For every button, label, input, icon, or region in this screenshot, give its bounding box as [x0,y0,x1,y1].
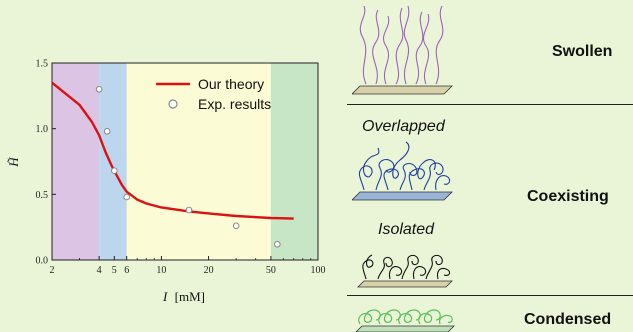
swollen-chain [395,7,404,85]
condensed-chain [418,309,441,325]
swollen-chain [422,13,430,85]
isolated-chain [388,266,403,280]
overlapped-chain [358,147,380,191]
experimental-point [232,222,240,230]
divider-top [347,104,633,105]
data-series [51,81,294,248]
isolated-brush-illustration [357,254,453,288]
x-tick-label: 50 [266,265,276,276]
x-tick-label: 10 [156,265,166,276]
experimental-point [103,127,111,135]
coexisting-label: Coexisting [527,188,609,205]
regime-regions [52,63,318,260]
overlapped-chain [375,159,395,191]
isolated-chain [401,254,419,280]
overlapped-chain [399,162,418,191]
experimental-point [111,167,118,174]
regime-region [126,63,271,260]
condensed-chain [378,309,401,325]
swollen-brush-illustration [352,6,453,95]
axis-ticks: 2 4 5 6 10 20 50 100 0.0 0.5 1.0 1.5 [36,59,326,277]
condensed-brush-illustration [355,309,455,332]
swollen-chain [359,6,367,85]
swollen-chain [372,9,380,85]
isolated-chain [436,267,451,280]
y-tick-label: 0.5 [36,190,49,201]
substrate [357,280,453,288]
overlapped-chain [408,159,436,191]
condensed-chain [358,309,381,325]
substrate [352,85,453,95]
substrate [352,191,453,201]
isolated-chain [377,256,393,280]
plot-frame [51,62,319,261]
overlapped-chain [383,141,410,191]
y-axis-label: H̃ [6,157,21,168]
x-tick-label: 4 [97,265,102,276]
swollen-chain [403,6,410,85]
substrate [355,325,455,332]
x-axis-label-variable: I [162,289,168,304]
isolated-chain [425,254,443,280]
overlapped-label: Overlapped [362,118,445,135]
overlapped-chain [423,162,444,191]
overlapped-chain [435,175,451,191]
theory-line [51,81,294,220]
experimental-point [274,240,281,248]
isolated-label: Isolated [378,221,435,238]
swollen-label: Swollen [552,43,613,60]
condensed-chain [398,309,421,325]
experimental-point [95,85,103,93]
y-tick-label: 1.5 [36,59,49,70]
swollen-chain [415,11,424,85]
y-tick-label: 1.0 [36,124,49,135]
legend-label-theory: Our theory [198,76,264,92]
isolated-chain [362,254,374,280]
isolated-chain [412,266,427,280]
experimental-point [185,206,193,214]
plot-frame-border [51,62,319,261]
x-tick-label: 20 [204,265,214,276]
x-tick-label: 100 [311,265,326,276]
legend-label-experiment: Exp. results [198,96,271,112]
brush-height-chart: 2 4 5 6 10 20 50 100 0.0 0.5 1.0 1.5 H̃ I [mM] Our … [6,59,326,305]
chart-legend: Our theory Exp. results [156,76,271,112]
overlapped-brush-illustration [352,141,453,201]
x-axis-label: I [mM] [162,289,205,304]
swollen-chain [435,6,444,85]
condensed-label: Condensed [524,311,612,328]
swollen-chain [382,15,390,85]
legend-marker-swatch [168,99,178,109]
experimental-point [123,193,131,201]
regime-region [52,63,100,260]
divider-bottom [347,295,633,296]
regime-region [99,63,127,260]
y-tick-label: 0.0 [36,256,49,267]
x-tick-label: 5 [112,265,117,276]
x-tick-label: 2 [50,265,55,276]
condensed-chain [439,314,453,325]
x-tick-label: 6 [124,265,129,276]
x-axis-label-unit: [mM] [175,289,205,304]
regime-region [270,63,318,260]
